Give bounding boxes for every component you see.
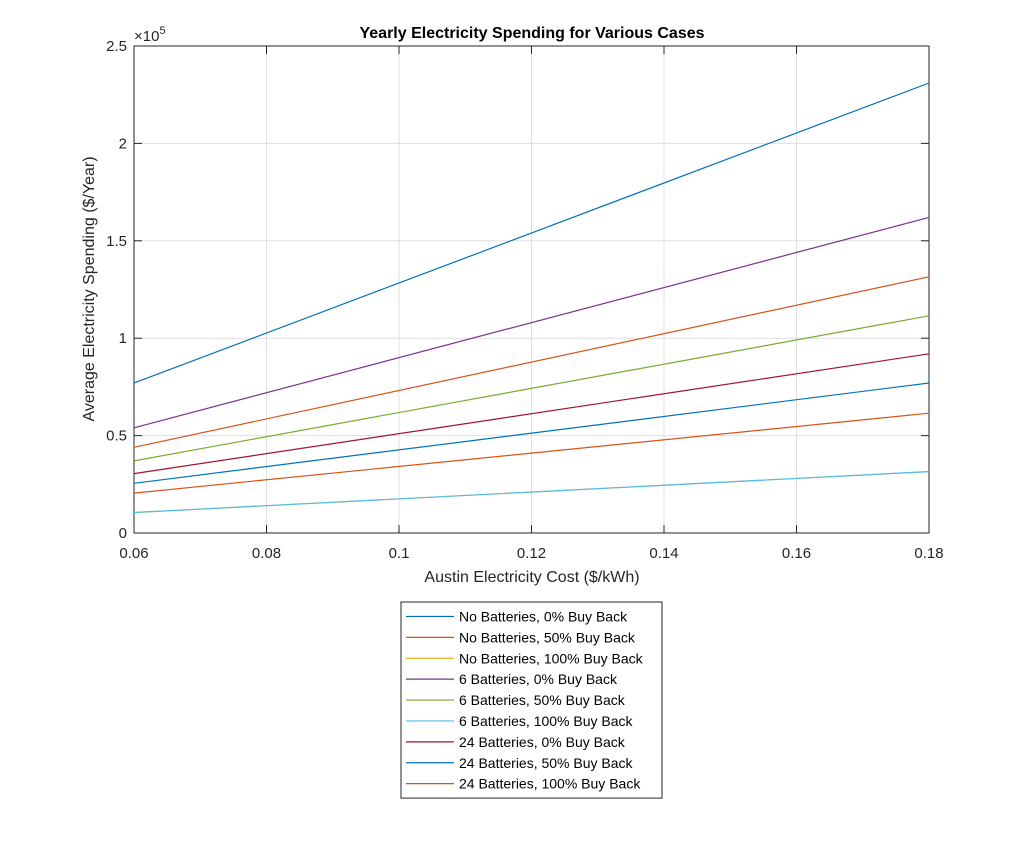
series-line <box>133 82 930 384</box>
x-tick-label: 0.06 <box>119 545 148 562</box>
legend: No Batteries, 0% Buy Back No Batteries, 5… <box>400 601 663 799</box>
y-axis-label: Average Electricity Spending ($/Year) <box>81 156 98 421</box>
y-tick-label: 2 <box>119 135 127 152</box>
y-axis-exponent: ×105 <box>134 25 166 45</box>
legend-entry: 24 Batteries, 0% Buy Back <box>459 734 626 750</box>
legend-entry: 6 Batteries, 100% Buy Back <box>459 713 634 729</box>
x-tick-label: 0.18 <box>914 545 943 562</box>
series-line <box>133 471 930 514</box>
x-tick-label: 0.16 <box>782 545 811 562</box>
y-tick-label: 0 <box>119 525 127 542</box>
x-tick-label: 0.12 <box>517 545 546 562</box>
y-tick-label: 0.5 <box>106 428 127 445</box>
x-tick-label: 0.1 <box>389 545 410 562</box>
legend-entry: 6 Batteries, 50% Buy Back <box>459 692 626 708</box>
y-tick-labels: 0 0.5 1 1.5 2 2.5 <box>106 38 127 542</box>
axis-ticks <box>133 45 930 534</box>
legend-entry: 6 Batteries, 0% Buy Back <box>459 671 618 687</box>
legend-entry: No Batteries, 100% Buy Back <box>459 650 644 666</box>
legend-entry: No Batteries, 50% Buy Back <box>459 629 636 645</box>
series-line <box>133 412 930 494</box>
series-lines <box>133 82 930 514</box>
series-line <box>133 353 930 475</box>
series-line <box>133 276 930 448</box>
x-tick-labels: 0.06 0.08 0.1 0.12 0.14 0.16 0.18 <box>119 545 943 562</box>
x-axis-label: Austin Electricity Cost ($/kWh) <box>424 569 639 586</box>
series-line <box>133 382 930 484</box>
chart-title: Yearly Electricity Spending for Various … <box>359 25 704 42</box>
x-tick-label: 0.14 <box>649 545 678 562</box>
grid <box>133 45 930 534</box>
series-line <box>133 216 930 429</box>
series-line <box>133 315 930 462</box>
y-tick-label: 1 <box>119 330 127 347</box>
legend-entry: 24 Batteries, 50% Buy Back <box>459 755 634 771</box>
x-tick-label: 0.08 <box>252 545 281 562</box>
y-tick-label: 2.5 <box>106 38 127 55</box>
legend-entry: 24 Batteries, 100% Buy Back <box>459 776 641 792</box>
y-tick-label: 1.5 <box>106 233 127 250</box>
legend-entry: No Batteries, 0% Buy Back <box>459 608 628 624</box>
